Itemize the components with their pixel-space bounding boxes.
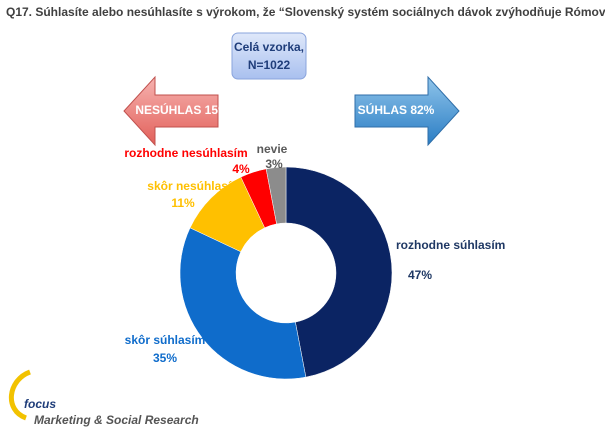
slice [179,227,307,380]
category-label: nevie [257,142,288,156]
sample-line: N=1022 [248,58,291,72]
value-label: 3% [265,157,283,171]
value-label: 47% [408,268,432,282]
logo: focus Marketing & Social Research [8,369,199,427]
arrow-label: NESÚHLAS 15% [135,102,229,117]
arrow-label: SÚHLAS 82% [358,102,435,117]
arrow-left [123,75,219,147]
category-label: skôr nesúhlasím [147,179,242,193]
logo-name: focus [24,397,56,411]
title: Q17. Súhlasíte alebo nesúhlasíte s výrok… [6,5,605,19]
logo-tagline: Marketing & Social Research [34,413,199,427]
category-label: rozhodne nesúhlasím [124,146,247,160]
slice [265,166,287,225]
category-label: rozhodne súhlasím [396,238,505,252]
value-label: 11% [171,196,195,210]
value-label: 35% [153,351,177,365]
sample-line: Celá vzorka, [234,40,304,54]
sample-box [231,32,307,80]
category-label: skôr súhlasím [125,333,206,347]
logo-swoosh [8,369,32,421]
arrow-right [354,75,460,147]
slice [285,166,393,378]
value-label: 4% [232,162,250,176]
